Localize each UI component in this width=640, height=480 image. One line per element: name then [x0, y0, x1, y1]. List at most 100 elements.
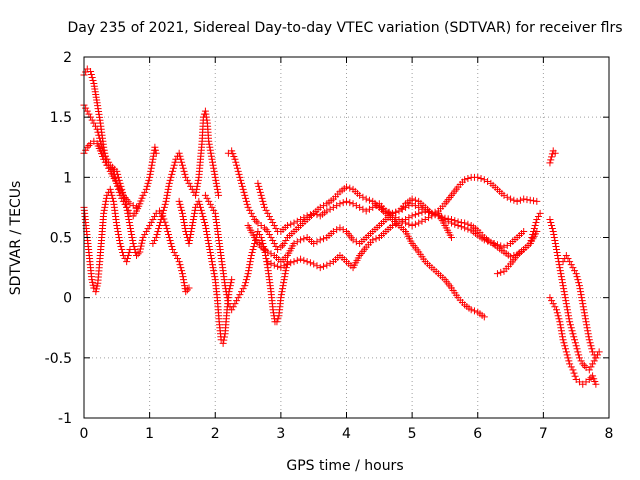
data-point [260, 224, 268, 232]
data-point [139, 234, 147, 241]
data-point [587, 342, 595, 350]
data-point [551, 303, 559, 311]
data-point [566, 318, 574, 326]
data-point [510, 196, 518, 204]
data-point [451, 220, 459, 228]
data-point [568, 327, 576, 335]
data-point [201, 191, 209, 199]
data-point [177, 203, 185, 211]
data-point [113, 224, 121, 232]
data-point [589, 360, 597, 368]
data-point [490, 240, 498, 248]
data-point [205, 137, 213, 145]
data-point [580, 309, 588, 317]
data-point [578, 294, 586, 302]
data-point [115, 234, 123, 241]
data-point [415, 203, 423, 211]
data-point [503, 241, 511, 249]
data-point [189, 218, 197, 226]
data-point [323, 207, 331, 215]
data-point [310, 240, 318, 248]
series-arc-n [546, 147, 559, 167]
data-point [128, 234, 136, 241]
data-point [187, 227, 195, 235]
data-point [201, 218, 209, 226]
x-tick-label: 5 [408, 426, 417, 442]
data-point [333, 202, 341, 210]
data-point [110, 167, 118, 175]
data-point [196, 203, 204, 211]
data-point [550, 234, 558, 241]
data-point [359, 193, 367, 201]
data-point [162, 221, 170, 229]
data-point [249, 212, 257, 220]
data-point [87, 67, 95, 75]
data-point [168, 243, 176, 251]
data-point [300, 214, 308, 222]
series-arc-l [375, 173, 541, 217]
data-point [124, 252, 132, 260]
data-point [242, 197, 250, 205]
data-point [241, 282, 249, 290]
data-point [583, 324, 591, 332]
data-point [280, 276, 288, 284]
data-point [584, 330, 592, 338]
data-point [290, 219, 298, 227]
data-point [579, 300, 587, 308]
data-point [129, 237, 137, 245]
data-point [280, 262, 288, 270]
data-point [123, 203, 131, 211]
data-point [526, 196, 534, 204]
data-point [586, 339, 594, 347]
data-point [557, 324, 565, 332]
data-point [219, 339, 227, 347]
x-tick-label: 6 [473, 426, 482, 442]
data-point [528, 234, 536, 241]
series-arc-o [546, 215, 600, 374]
data-point [159, 209, 167, 217]
data-point [228, 306, 236, 314]
data-point [204, 237, 212, 245]
data-point [227, 279, 235, 287]
data-point [533, 197, 541, 205]
data-point [405, 214, 413, 222]
data-point [560, 339, 568, 347]
data-point [448, 234, 455, 241]
data-point [232, 158, 240, 166]
data-point [520, 227, 528, 235]
data-point [179, 212, 187, 220]
data-point [329, 203, 337, 211]
data-point [274, 315, 282, 323]
data-point [267, 259, 275, 267]
data-point [320, 262, 328, 270]
data-point [190, 212, 198, 220]
data-point [109, 194, 117, 202]
data-point [191, 206, 199, 214]
data-point [164, 230, 172, 238]
data-point [570, 369, 578, 377]
data-point [349, 200, 357, 208]
data-point [192, 191, 200, 199]
data-point [323, 261, 331, 269]
data-point [205, 197, 213, 205]
data-point [119, 197, 127, 205]
data-point [480, 313, 488, 321]
data-point [577, 357, 585, 365]
data-point [500, 191, 508, 199]
data-point [97, 140, 105, 148]
data-point [176, 152, 184, 160]
data-point [546, 294, 554, 302]
data-point [240, 188, 248, 196]
series-arc-m [493, 209, 544, 278]
data-point [557, 270, 565, 278]
data-point [101, 203, 109, 211]
data-point [114, 227, 122, 235]
data-point [148, 161, 156, 169]
data-point [320, 202, 328, 210]
data-point [182, 173, 190, 181]
data-point [531, 221, 539, 229]
data-point [243, 200, 251, 208]
data-point [408, 221, 416, 229]
data-point [558, 276, 566, 284]
